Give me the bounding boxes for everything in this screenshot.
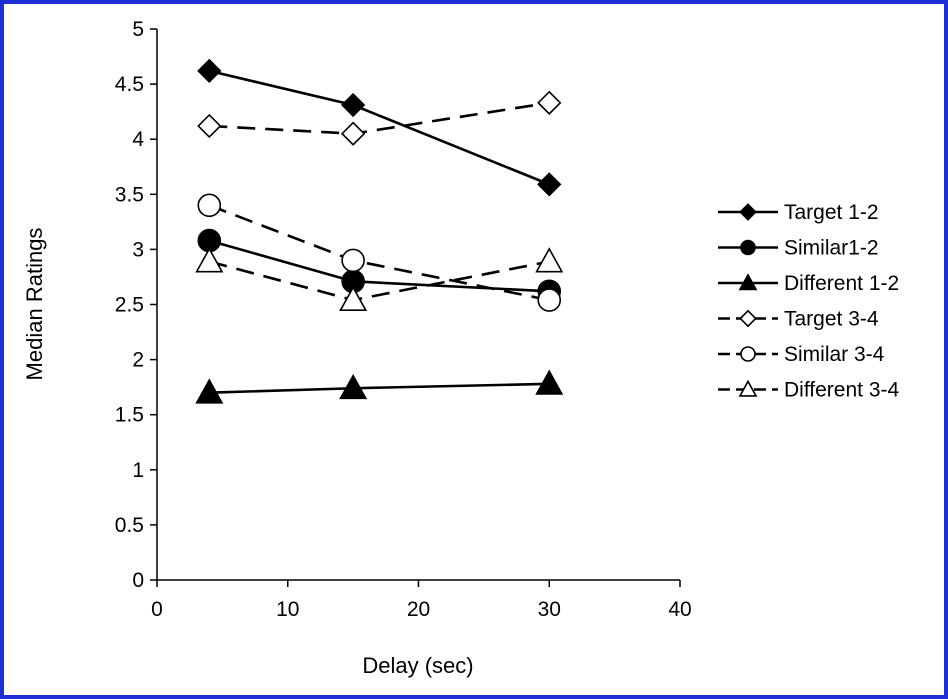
y-tick-label: 2: [132, 349, 144, 372]
y-tick-label: 1.5: [115, 404, 144, 427]
data-point: [537, 288, 562, 312]
legend: Target 1-2 Similar1-2 Different 1-2 Target …: [718, 201, 899, 402]
x-tick-label: 20: [407, 598, 430, 621]
series-line-4: [209, 101, 550, 135]
y-tick-label: 4: [132, 128, 144, 151]
data-point: [195, 247, 224, 273]
data-point: [197, 58, 222, 84]
data-point: [197, 193, 222, 218]
series-line-5: [208, 204, 550, 302]
data-point: [340, 92, 366, 118]
data-point: [537, 90, 562, 115]
legend-marker: [739, 309, 757, 328]
legend-label: Target 3-4: [784, 308, 879, 331]
data-point: [339, 373, 368, 400]
data-point: [341, 248, 365, 273]
series-line-3: [209, 382, 550, 394]
x-tick-label: 0: [151, 598, 163, 621]
axes: 0 0.5 1 1.5 2 2.5 3 3.5 4 4.5 5 0 10 20 30 40: [115, 18, 692, 621]
y-tick-label: 2.5: [115, 294, 144, 317]
legend-label: Similar1-2: [784, 237, 879, 260]
series-line-1: [208, 69, 550, 186]
y-axis-title: Median Ratings: [22, 228, 47, 381]
legend-marker: [739, 203, 757, 221]
x-tick-label: 10: [276, 598, 299, 621]
legend-marker: [740, 239, 756, 256]
legend-label: Similar 3-4: [784, 343, 885, 366]
data-point: [535, 247, 564, 273]
legend-label: Different 3-4: [784, 379, 899, 402]
data-point: [537, 172, 562, 197]
series-markers: [195, 58, 564, 404]
legend-label: Target 1-2: [784, 201, 879, 224]
data-point: [197, 113, 222, 139]
series-lines: [208, 69, 550, 394]
x-tick-label: 40: [668, 598, 691, 621]
y-tick-label: 0.5: [115, 514, 144, 537]
data-point: [535, 369, 564, 395]
x-tick-label: 30: [538, 598, 561, 621]
series-line-6: [208, 260, 550, 302]
legend-marker: [740, 346, 756, 362]
legend-label: Different 1-2: [784, 272, 899, 295]
legend-marker: [738, 273, 758, 291]
data-point: [339, 285, 368, 312]
x-axis-title: Delay (sec): [362, 653, 473, 678]
data-point: [340, 121, 366, 146]
y-tick-label: 3: [132, 238, 144, 261]
y-tick-label: 5: [132, 18, 144, 41]
y-tick-label: 0: [132, 569, 144, 592]
y-tick-label: 3.5: [115, 183, 144, 206]
y-tick-label: 1: [132, 459, 144, 482]
y-tick-label: 4.5: [115, 73, 144, 96]
data-point: [195, 378, 224, 404]
legend-marker: [738, 379, 758, 397]
